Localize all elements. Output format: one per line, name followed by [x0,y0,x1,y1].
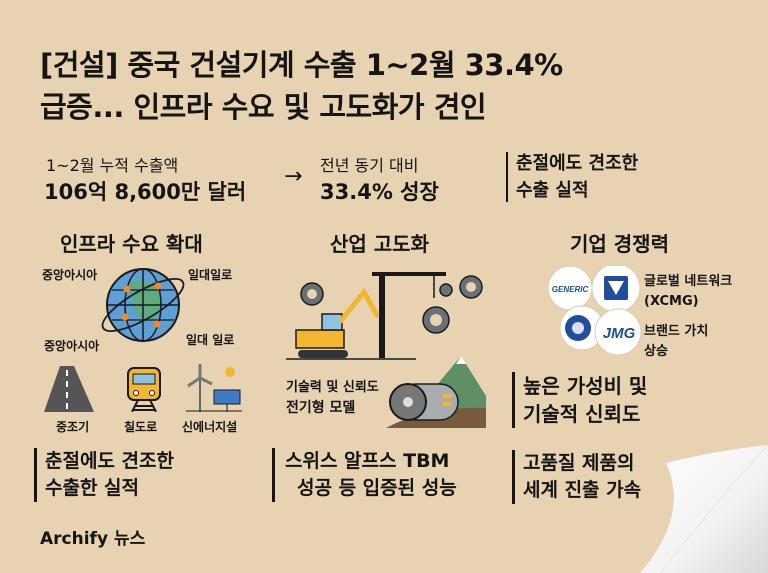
callout-line: 고품질 제품의 [523,452,635,474]
company-mid-callout: 높은 가성비 및 기술적 신뢰도 [512,372,647,428]
page-curl [630,445,768,573]
callout-line: 수출한 실적 [45,477,140,499]
network-label-line: (XCMG) [644,294,699,309]
network-label-line: 글로벌 네트워크 [644,274,733,289]
divider [506,152,508,202]
infra-callout: 춘절에도 견조한 수출한 실적 [34,448,174,502]
renewable-energy-icon [186,364,242,412]
infra-icon-label: 중조기 [56,420,90,434]
callout-line: 성공 등 입증된 성능 [297,477,457,499]
globe-label: 중앙아시아 [44,339,100,353]
company-callout: 고품질 제품의 세계 진출 가속 [512,450,641,504]
brand-label-line: 상승 [644,344,668,359]
infra-heading: 인프라 수요 확대 [60,232,203,256]
growth-label: 전년 동기 대비 [320,156,419,175]
callout-line: 기술적 신뢰도 [523,402,641,426]
stats-note: 춘절에도 견조한 수출 실적 [516,150,638,204]
brand-label: 브랜드 가치 상승 [644,322,708,362]
industry-callout: 스위스 알프스 TBM 성공 등 입증된 성능 [272,448,457,502]
train-icon [124,366,164,412]
infra-icon-label: 신에너지설 [182,420,238,434]
road-icon [44,366,96,412]
stats-note-line2: 수출 실적 [516,180,589,201]
arrow-icon: → [284,164,303,189]
globe-icon [100,262,186,348]
globe-label: 중앙아시아 [42,268,98,282]
construction-machinery-icon [286,262,486,362]
jmg-logo: JMG [603,325,636,342]
headline: [건설] 중국 건설기계 수출 1~2월 33.4% 급증... 인프라 수요 … [40,44,563,128]
headline-line2: 급증... 인프라 수요 및 고도화가 견인 [40,90,487,124]
export-value: 106억 8,600만 달러 [44,180,247,204]
callout-line: 세계 진출 가속 [523,479,642,501]
brand-logos: GENERIC JMG [546,266,646,356]
globe-label: 일대 일로 [186,333,235,347]
export-label: 1~2월 누적 수출액 [46,156,179,175]
tbm-label-line: 기술력 및 신뢰도 [286,380,379,395]
industry-heading: 산업 고도화 [330,232,429,256]
tunnel-boring-machine-icon [386,356,486,428]
globe-label: 일대일로 [188,268,233,282]
generic-logo: GENERIC [552,285,589,294]
infra-icon-label: 칠도로 [124,420,158,434]
growth-value: 33.4% 성장 [320,180,439,204]
headline-line1: [건설] 중국 건설기계 수출 1~2월 33.4% [40,48,563,82]
callout-line: 스위스 알프스 TBM [285,450,450,472]
brand-label-line: 브랜드 가치 [644,324,709,339]
stats-note-line1: 춘절에도 견조한 [516,153,639,174]
tbm-label-line: 전기형 모델 [286,400,356,416]
tbm-label: 기술력 및 신뢰도 전기형 모델 [286,378,379,418]
company-heading: 기업 경쟁력 [570,232,669,256]
callout-line: 높은 가성비 및 [523,374,648,398]
network-label: 글로벌 네트워크 (XCMG) [644,272,732,312]
footer-brand: Archify 뉴스 [40,529,146,549]
callout-line: 춘절에도 견조한 [45,450,174,472]
